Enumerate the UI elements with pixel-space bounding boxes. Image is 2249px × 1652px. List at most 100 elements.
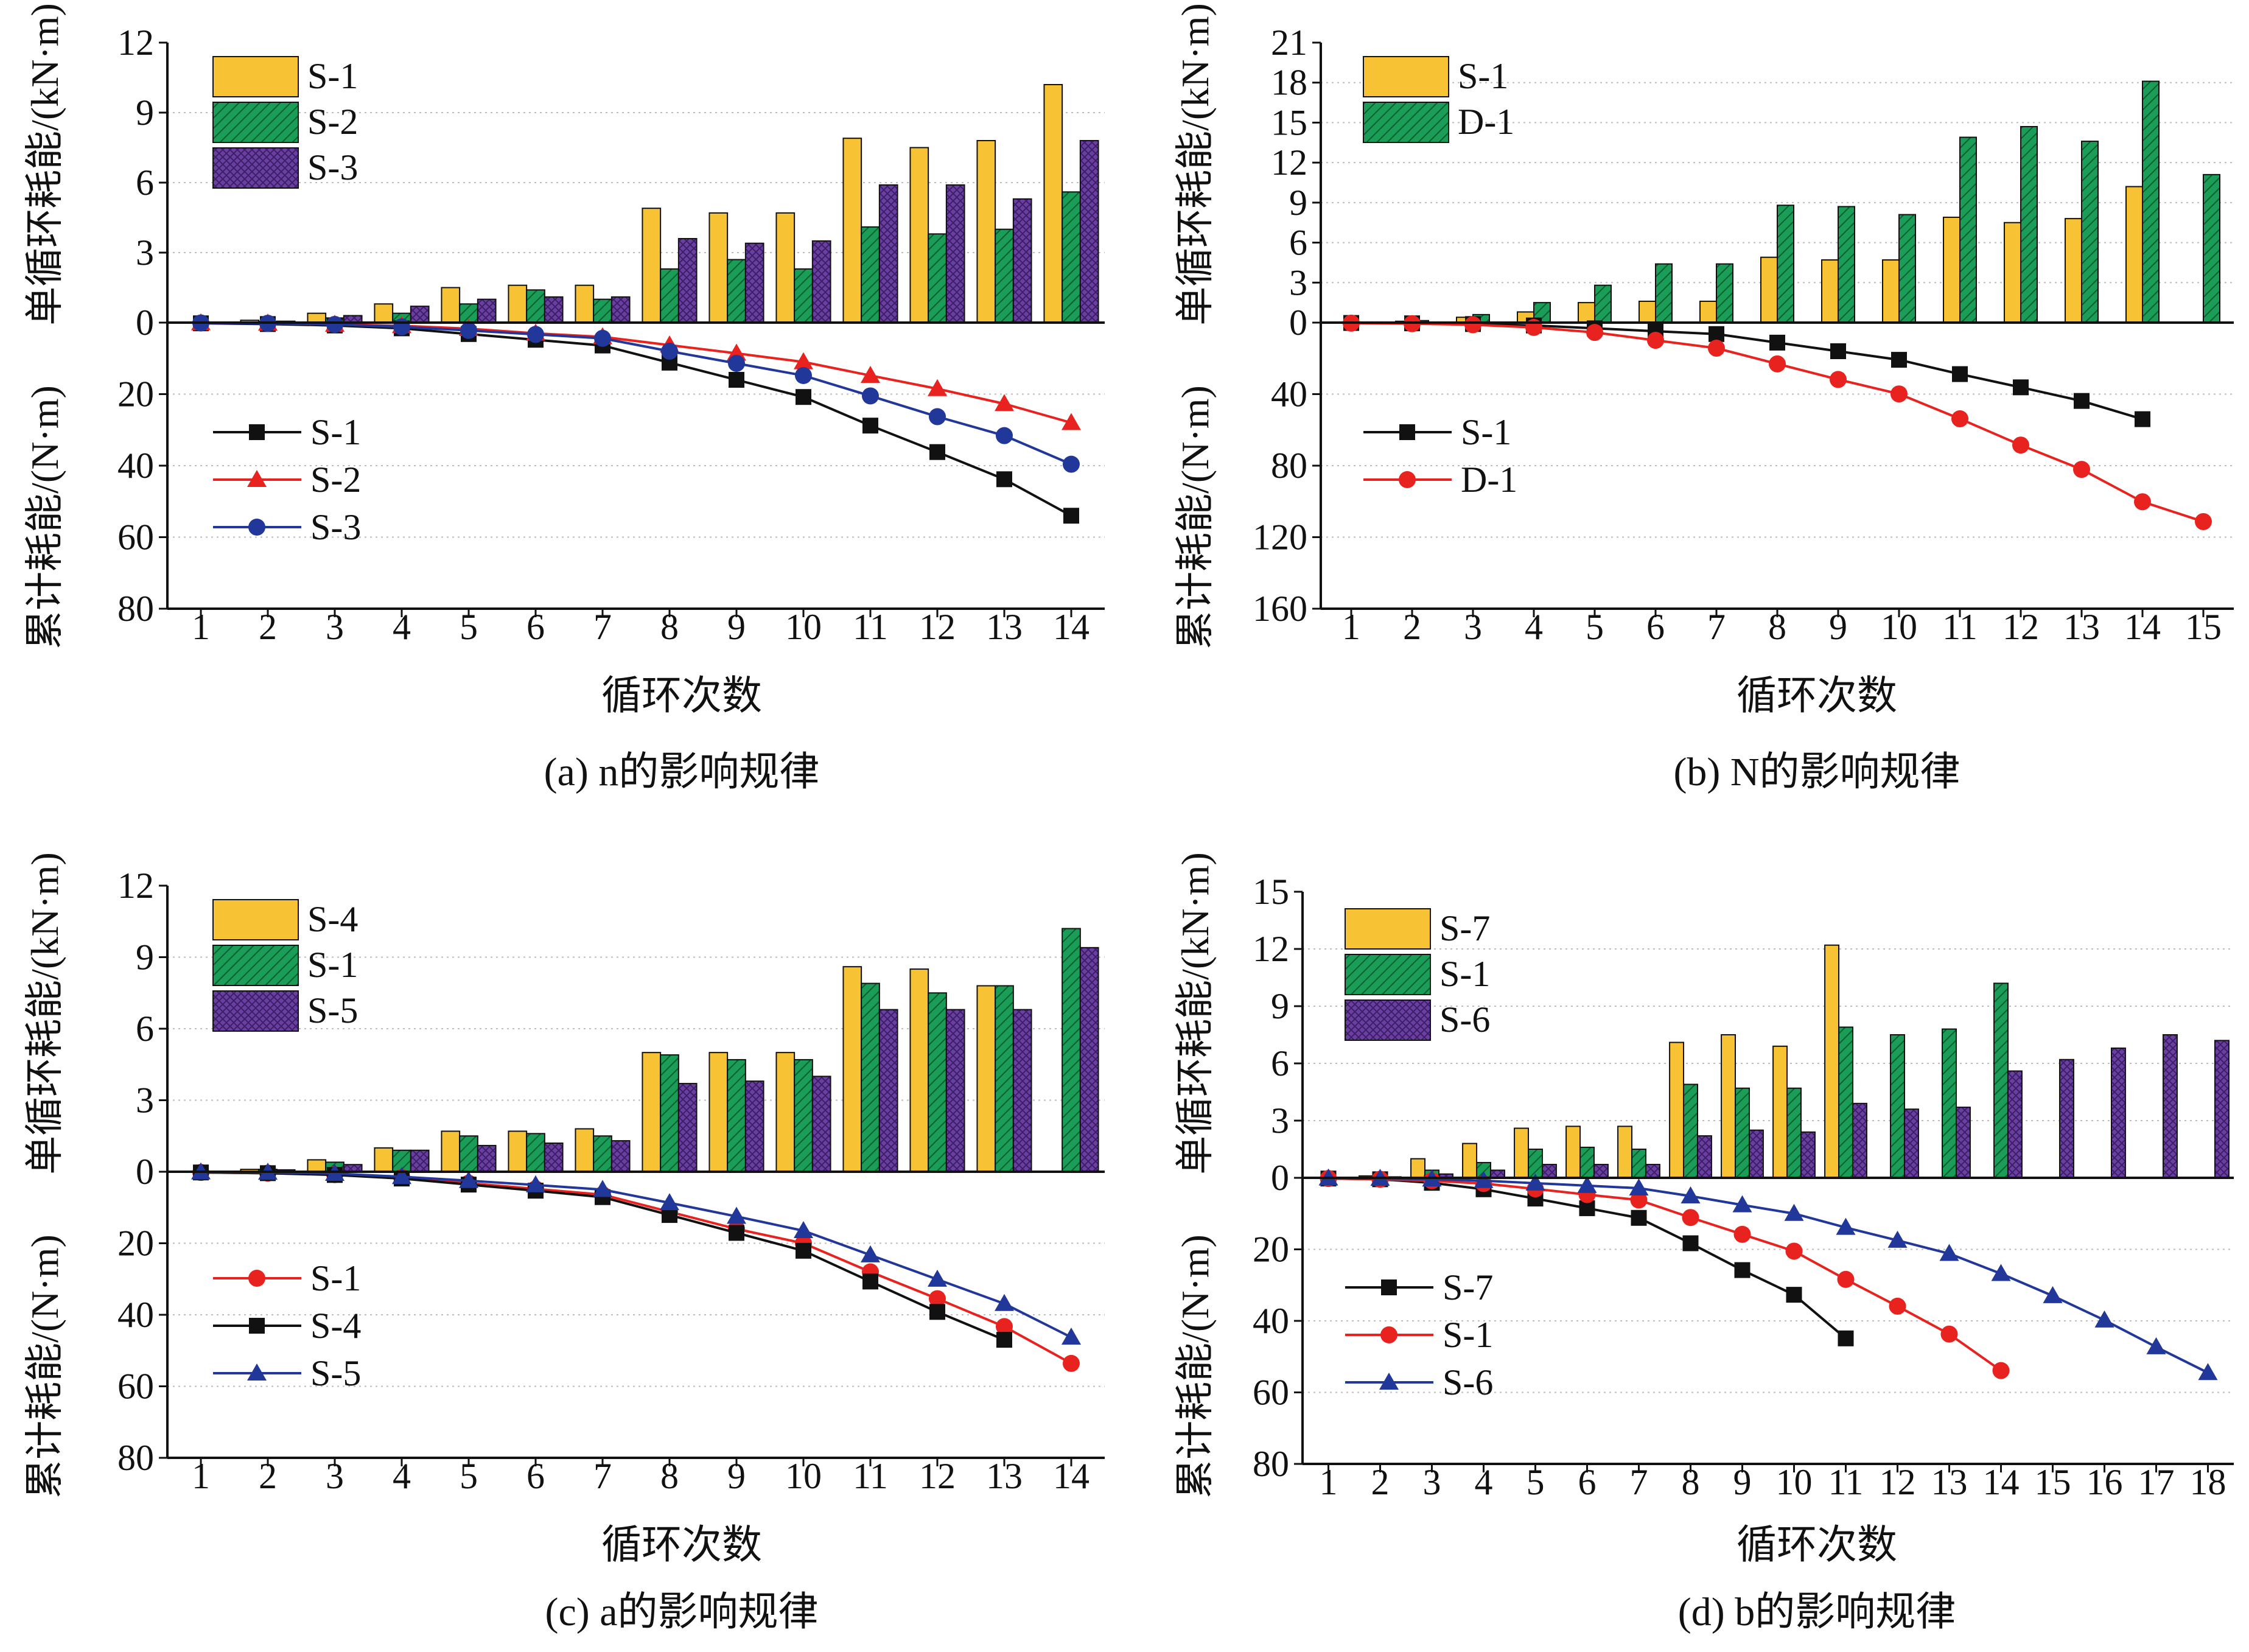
legend-marker — [1381, 1279, 1397, 1295]
point-d-1 — [1890, 385, 1908, 403]
x-tick-label: 12 — [919, 607, 956, 647]
x-axis-label: 循环次数 — [1737, 1523, 1897, 1567]
point-d-1 — [1830, 371, 1847, 388]
top-y-tick-label: 3 — [1289, 262, 1307, 303]
bar-s-7 — [1514, 1127, 1530, 1178]
x-tick-label: 13 — [1931, 1462, 1968, 1502]
point-s-4 — [729, 1225, 744, 1241]
bar-s-4 — [642, 1052, 662, 1172]
bar-s-5 — [1012, 1009, 1032, 1172]
bar-s-1 — [928, 992, 947, 1172]
bar-s-1 — [1760, 256, 1778, 323]
legend-marker — [247, 470, 267, 487]
point-s-6 — [1784, 1203, 1804, 1221]
legend-marker — [249, 424, 265, 440]
point-s-1 — [729, 372, 744, 388]
legend-label: S-1 — [1458, 56, 1508, 96]
top-y-tick-label: 12 — [117, 23, 154, 63]
point-s-1 — [1889, 1297, 1906, 1315]
x-tick-label: 16 — [2086, 1462, 2123, 1502]
point-s-5 — [660, 1193, 679, 1211]
series-line-s-1 — [1351, 321, 2143, 421]
bar-s-1 — [1942, 1028, 1957, 1178]
bottom-y-tick-label: 0 — [136, 303, 154, 343]
bottom-y-tick-label: 80 — [117, 1438, 154, 1478]
bar-s-1 — [441, 287, 461, 323]
legend-label: D-1 — [1461, 460, 1517, 500]
legend-label: S-7 — [1439, 908, 1490, 948]
x-tick-label: 3 — [326, 607, 344, 647]
point-s-5 — [392, 1167, 411, 1185]
point-d-1 — [1708, 340, 1725, 357]
x-tick-label: 11 — [1942, 607, 1978, 647]
point-d-1 — [2073, 461, 2090, 478]
chart-panel-c: 累计耗能/(N·m) 单循环耗能/(kN·m) 循环次数 (c) a的影响规律 … — [23, 852, 1105, 1634]
point-d-1 — [1951, 410, 1968, 428]
x-tick-label: 14 — [2124, 607, 2161, 647]
series-line-s-5 — [200, 1171, 1072, 1339]
x-tick-label: 9 — [727, 607, 746, 647]
bar-s-7 — [1462, 1143, 1478, 1178]
bar-s-6 — [1748, 1129, 1764, 1178]
legend-label: S-7 — [1443, 1267, 1493, 1307]
bottom-y-tick-label: 60 — [1253, 1373, 1289, 1413]
x-tick-label: 5 — [460, 1456, 478, 1496]
point-s-1 — [2013, 379, 2029, 396]
x-tick-label: 9 — [1733, 1462, 1752, 1502]
chart-panel-b: 累计耗能/(N·m) 单循环耗能/(kN·m) 循环次数 (b) N的影响规律 … — [1173, 3, 2234, 794]
x-tick-label: 7 — [1707, 607, 1726, 647]
point-s-5 — [861, 1245, 880, 1262]
x-tick-label: 4 — [393, 607, 411, 647]
bar-s-4 — [575, 1128, 595, 1172]
point-s-1 — [1769, 334, 1785, 351]
legend-marker — [1380, 1326, 1397, 1343]
x-tick-label: 9 — [727, 1456, 746, 1496]
legend-marker — [248, 1270, 265, 1287]
x-tick-label: 5 — [460, 607, 478, 647]
legend-swatch — [1363, 102, 1449, 143]
x-tick-label: 1 — [1342, 607, 1360, 647]
legend-swatch — [1363, 56, 1449, 97]
bar-s-4 — [307, 1159, 327, 1172]
point-s-3 — [661, 343, 678, 360]
x-tick-label: 14 — [1053, 607, 1090, 647]
top-y-tick-label: 21 — [1271, 23, 1307, 63]
point-s-5 — [593, 1180, 612, 1197]
point-s-3 — [929, 408, 946, 425]
bar-s-7 — [1824, 944, 1840, 1178]
legend-label: D-1 — [1458, 102, 1514, 142]
bar-d-1 — [1838, 206, 1855, 323]
bottom-y-tick-label: 0 — [136, 1152, 154, 1192]
bar-s-1 — [1579, 1146, 1595, 1179]
bar-s-3 — [544, 296, 564, 324]
legend-swatch — [1345, 954, 1431, 995]
x-tick-label: 6 — [1578, 1462, 1597, 1502]
chart-panel-a: 累计耗能/(N·m) 单循环耗能/(kN·m) 循环次数 (a) n的影响规律 … — [23, 3, 1105, 794]
legend-swatch — [212, 945, 299, 986]
x-axis-label: 循环次数 — [1737, 674, 1897, 718]
bar-s-7 — [1721, 1034, 1737, 1178]
bar-s-1 — [1786, 1087, 1802, 1178]
x-tick-label: 3 — [1423, 1462, 1441, 1502]
bar-s-1 — [1699, 300, 1717, 324]
bar-s-2 — [727, 259, 746, 323]
bar-s-1 — [508, 284, 528, 323]
bar-d-1 — [2203, 173, 2220, 323]
point-s-3 — [795, 366, 812, 384]
bar-s-1 — [909, 147, 929, 323]
bar-s-1 — [1838, 1026, 1853, 1179]
top-ylabel: 单循环耗能/(kN·m) — [1173, 852, 1217, 1175]
x-tick-label: 10 — [1881, 607, 1917, 647]
x-tick-label: 8 — [660, 1456, 679, 1496]
top-y-tick-label: 6 — [1271, 1043, 1289, 1083]
bar-s-3 — [1079, 140, 1099, 323]
bar-s-6 — [2214, 1040, 2230, 1179]
legend-label: S-4 — [310, 1306, 361, 1346]
point-s-3 — [1063, 455, 1080, 473]
bar-s-1 — [1043, 84, 1063, 323]
x-tick-label: 12 — [919, 1456, 956, 1496]
bar-s-1 — [727, 1059, 746, 1172]
point-s-6 — [1991, 1264, 2011, 1281]
x-tick-label: 13 — [2063, 607, 2100, 647]
point-d-1 — [2195, 513, 2212, 530]
